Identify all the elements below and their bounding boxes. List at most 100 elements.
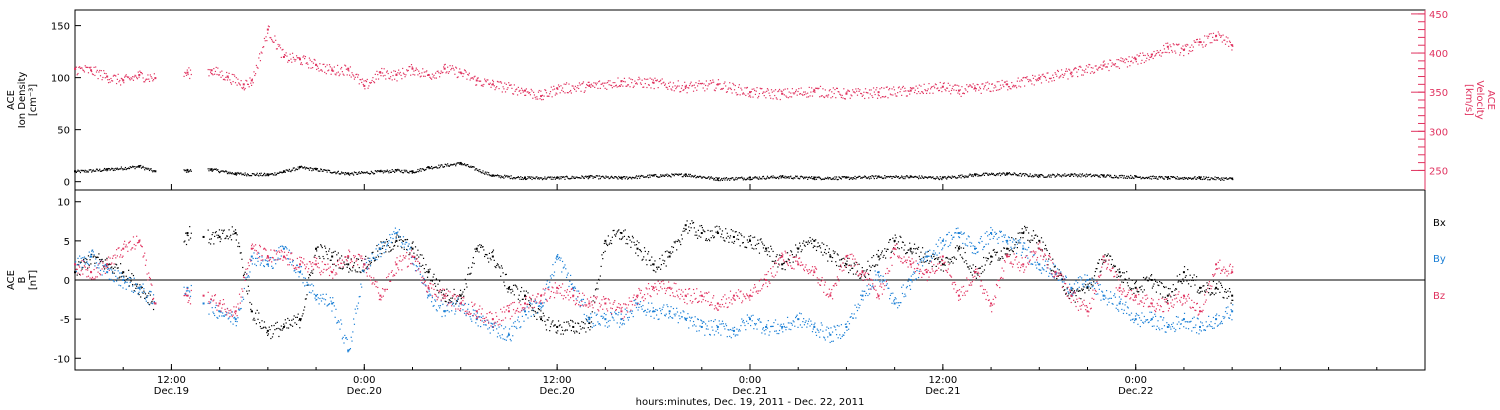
by-sample [234, 320, 237, 323]
bx-sample [584, 323, 586, 325]
by-sample [342, 336, 344, 338]
velocity-sample [216, 73, 218, 76]
bx-sample [1040, 249, 1042, 251]
velocity-sample [410, 74, 412, 76]
velocity-sample [679, 91, 681, 93]
density-sample [813, 178, 815, 180]
velocity-sample [741, 93, 744, 95]
density-sample [854, 175, 856, 178]
bx-sample [1182, 278, 1184, 280]
bx-sample [756, 243, 758, 245]
by-sample [277, 257, 279, 259]
density-sample [441, 164, 443, 166]
density-sample [819, 177, 822, 180]
velocity-sample [109, 81, 111, 83]
bx-sample [186, 234, 188, 236]
density-sample [582, 177, 585, 179]
by-sample [275, 263, 277, 265]
density-sample [292, 167, 294, 169]
density-sample [1066, 174, 1068, 176]
bx-sample [1109, 255, 1111, 257]
bx-sample [634, 244, 636, 246]
velocity-sample [924, 88, 926, 91]
bx-sample [1107, 253, 1109, 255]
bx-sample [132, 274, 135, 277]
density-sample [313, 167, 315, 170]
density-sample [443, 165, 446, 168]
velocity-sample [467, 74, 470, 76]
bx-sample [469, 273, 471, 275]
density-sample [387, 170, 389, 173]
by-sample [289, 261, 291, 263]
velocity-sample [1180, 47, 1182, 49]
bx-sample [475, 250, 477, 253]
density-sample [222, 170, 224, 172]
density-sample [657, 176, 659, 178]
velocity-sample [736, 94, 738, 96]
by-point [186, 286, 189, 289]
bx-sample [733, 242, 735, 244]
density-sample [1153, 177, 1155, 180]
bx-sample [866, 268, 868, 271]
velocity-sample [959, 89, 961, 91]
velocity-sample [582, 81, 585, 83]
density-sample [1025, 173, 1027, 175]
bx-sample [881, 250, 883, 252]
by-sample [410, 256, 413, 259]
bx-sample [1079, 290, 1081, 292]
bx-sample [262, 327, 264, 329]
bx-sample [370, 261, 372, 263]
bx-sample [614, 234, 616, 236]
velocity-sample [1077, 68, 1080, 71]
velocity-sample [577, 85, 579, 87]
by-sample [218, 315, 221, 317]
bx-sample [725, 228, 727, 230]
bx-sample [904, 244, 906, 246]
bx-sample [1122, 281, 1125, 284]
bx-sample [562, 333, 564, 335]
density-sample [451, 164, 454, 166]
density-sample [1177, 178, 1179, 180]
bx-sample [837, 254, 839, 256]
velocity-sample [112, 75, 114, 77]
velocity-sample [986, 89, 988, 91]
bx-sample [833, 252, 835, 255]
velocity-sample [646, 86, 648, 89]
density-sample [504, 174, 506, 176]
velocity-sample [1113, 63, 1115, 65]
density-sample [439, 165, 442, 167]
bx-sample [302, 313, 304, 315]
by-sample [341, 338, 343, 340]
velocity-sample [1224, 43, 1227, 45]
density-sample [791, 177, 793, 180]
bx-sample [392, 248, 394, 250]
velocity-sample [716, 84, 718, 86]
velocity-sample [353, 78, 356, 80]
density-sample [905, 176, 907, 178]
density-sample [963, 177, 965, 179]
bx-sample [232, 233, 234, 235]
density-sample [1113, 177, 1115, 179]
velocity-sample [948, 90, 950, 92]
bx-sample [1149, 278, 1151, 281]
bx-sample [625, 242, 627, 245]
velocity-sample [348, 70, 350, 72]
density-sample [1195, 178, 1197, 180]
density-sample [227, 171, 229, 173]
density-sample [1035, 175, 1037, 177]
by-sample [217, 317, 219, 319]
bx-sample [385, 238, 388, 241]
by-point [1022, 247, 1025, 250]
bx-sample [731, 241, 733, 243]
bx-sample [630, 246, 632, 248]
density-sample [812, 178, 814, 180]
by-sample [367, 267, 369, 269]
velocity-sample [807, 96, 810, 98]
density-sample [102, 169, 104, 172]
density-sample [817, 177, 819, 179]
bx-sample [938, 257, 940, 259]
velocity-sample [821, 95, 823, 97]
density-sample [720, 179, 722, 181]
density-sample [1231, 177, 1233, 179]
velocity-sample [401, 78, 403, 80]
